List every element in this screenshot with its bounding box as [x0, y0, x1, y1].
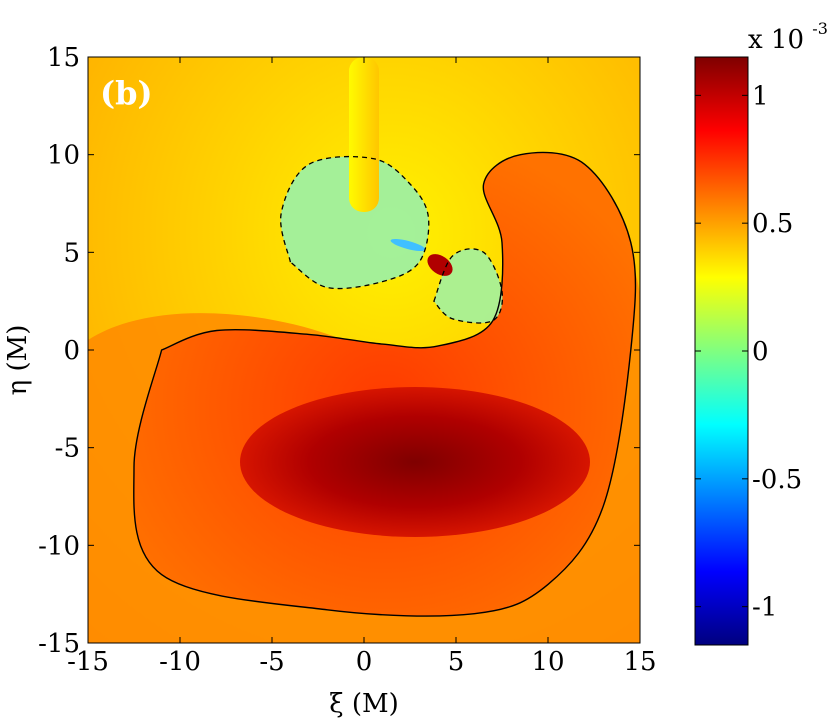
- colorbar-tick-label: -1: [752, 593, 777, 623]
- x-axis-ticks: -15 -10 -5 0 5 10 15: [67, 57, 657, 677]
- x-tick-label: 15: [623, 647, 656, 677]
- x-tick-label: -10: [159, 647, 201, 677]
- y-axis-label: η (M): [3, 325, 33, 396]
- x-tick-label: 0: [356, 647, 373, 677]
- colorbar-gradient: [694, 56, 749, 646]
- y-tick-label: 10: [47, 141, 80, 171]
- x-tick-label: 10: [531, 647, 564, 677]
- colorbar: 1 0.5 0 -0.5 -1 x 10 -3: [694, 19, 828, 646]
- heatmap-hotspot: [427, 254, 453, 276]
- contour-dashed-right: [433, 248, 504, 324]
- heatmap-inner-region: [280, 156, 429, 289]
- y-tick-label: 15: [47, 43, 80, 73]
- y-tick-label: 0: [63, 336, 80, 366]
- contour-dashed: [279, 155, 430, 290]
- contour-solid: [133, 151, 637, 617]
- y-tick-label: 5: [63, 238, 80, 268]
- heatmap-core-region: [240, 387, 590, 537]
- heatmap-jet-stream: [349, 57, 379, 212]
- colorbar-tick-label: -0.5: [752, 465, 802, 495]
- colorbar-multiplier: x 10 -3: [748, 19, 828, 55]
- y-axis-ticks: 15 10 5 0 -5 -10 -15: [38, 43, 640, 659]
- colorbar-tick-label: 1: [752, 81, 769, 111]
- x-axis-label: ξ (M): [329, 689, 399, 719]
- y-tick-label: -15: [38, 629, 80, 659]
- x-tick-label: -5: [259, 647, 284, 677]
- y-tick-label: -5: [55, 434, 80, 464]
- colorbar-tick-label: 0: [752, 337, 769, 367]
- colorbar-multiplier-base: x 10: [748, 25, 804, 55]
- y-tick-label: -10: [38, 531, 80, 561]
- heatmap-plot: [88, 57, 640, 643]
- colorbar-multiplier-exp: -3: [812, 19, 828, 38]
- colorbar-tick-label: 0.5: [752, 209, 793, 239]
- x-tick-label: 5: [448, 647, 465, 677]
- panel-label: (b): [100, 74, 153, 112]
- x-tick-label: -15: [67, 647, 109, 677]
- colorbar-ticks: 1 0.5 0 -0.5 -1: [695, 81, 802, 623]
- heatmap-coldspot: [390, 238, 426, 252]
